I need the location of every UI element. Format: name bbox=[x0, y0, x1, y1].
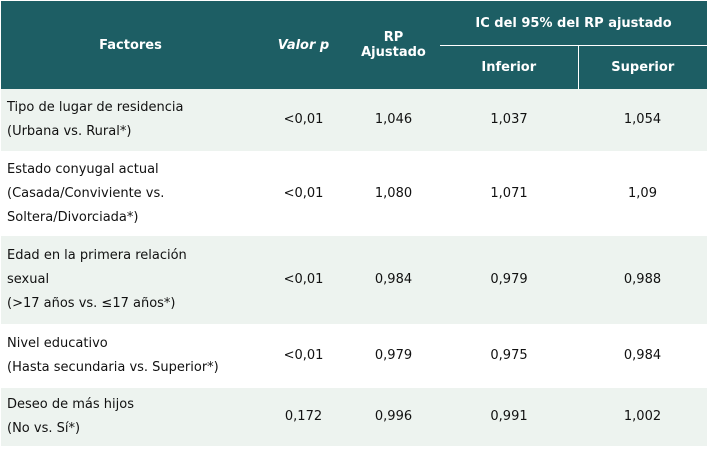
header-ic: IC del 95% del RP ajustado bbox=[440, 1, 708, 46]
factor-line: Tipo de lugar de residencia bbox=[7, 100, 184, 115]
cell-valor-p: <0,01 bbox=[260, 324, 347, 388]
header-rp-line1: RP bbox=[383, 30, 404, 45]
cell-superior: 0,988 bbox=[578, 236, 708, 324]
cell-rp: 1,080 bbox=[347, 151, 440, 236]
cell-valor-p: <0,01 bbox=[260, 151, 347, 236]
factor-line: Deseo de más hijos bbox=[7, 397, 134, 412]
header-factores: Factores bbox=[1, 1, 260, 89]
cell-inferior: 0,991 bbox=[440, 388, 578, 446]
cell-inferior: 0,975 bbox=[440, 324, 578, 388]
factor-line: (Urbana vs. Rural*) bbox=[7, 124, 132, 139]
table-row: Estado conyugal actual (Casada/Convivien… bbox=[1, 151, 708, 236]
table-row: Tipo de lugar de residencia (Urbana vs. … bbox=[1, 89, 708, 151]
factor-line: (Casada/Conviviente vs. bbox=[7, 185, 165, 201]
cell-rp: 0,996 bbox=[347, 388, 440, 446]
header-superior: Superior bbox=[578, 45, 708, 89]
header-rp-line2: Ajustado bbox=[361, 45, 426, 60]
factor-line: sexual bbox=[7, 272, 50, 287]
cell-inferior: 0,979 bbox=[440, 236, 578, 324]
header-valor-p: Valor p bbox=[260, 1, 347, 89]
table-header: Factores Valor p RP Ajustado IC del 95% … bbox=[1, 1, 708, 89]
factor-line: Edad en la primera relación bbox=[7, 248, 187, 263]
row-factor: Nivel educativo (Hasta secundaria vs. Su… bbox=[1, 324, 260, 388]
header-inferior: Inferior bbox=[440, 45, 579, 89]
factor-line: Soltera/Divorciada*) bbox=[7, 209, 139, 225]
factor-line: (>17 años vs. ≤17 años*) bbox=[7, 296, 176, 311]
row-factor: Deseo de más hijos (No vs. Sí*) bbox=[1, 388, 260, 446]
factor-line: Estado conyugal actual bbox=[7, 161, 159, 177]
factor-line: Nivel educativo bbox=[7, 336, 108, 351]
cell-superior: 1,09 bbox=[578, 151, 708, 236]
cell-inferior: 1,071 bbox=[440, 151, 578, 236]
row-factor: Edad en la primera relación sexual (>17 … bbox=[1, 236, 260, 324]
results-table: Factores Valor p RP Ajustado IC del 95% … bbox=[1, 1, 708, 446]
table-row: Edad en la primera relación sexual (>17 … bbox=[1, 236, 708, 324]
cell-inferior: 1,037 bbox=[440, 89, 578, 151]
cell-rp: 1,046 bbox=[347, 89, 440, 151]
cell-valor-p: <0,01 bbox=[260, 236, 347, 324]
cell-rp: 0,984 bbox=[347, 236, 440, 324]
table-body: Tipo de lugar de residencia (Urbana vs. … bbox=[1, 89, 708, 446]
header-rp-ajustado: RP Ajustado bbox=[347, 1, 440, 89]
cell-rp: 0,979 bbox=[347, 324, 440, 388]
factor-line: (No vs. Sí*) bbox=[7, 421, 81, 436]
cell-superior: 1,054 bbox=[578, 89, 708, 151]
row-factor: Estado conyugal actual (Casada/Convivien… bbox=[1, 151, 260, 236]
cell-superior: 0,984 bbox=[578, 324, 708, 388]
cell-valor-p: 0,172 bbox=[260, 388, 347, 446]
cell-superior: 1,002 bbox=[578, 388, 708, 446]
table-row: Nivel educativo (Hasta secundaria vs. Su… bbox=[1, 324, 708, 388]
row-factor: Tipo de lugar de residencia (Urbana vs. … bbox=[1, 89, 260, 151]
factor-line: (Hasta secundaria vs. Superior*) bbox=[7, 360, 219, 375]
cell-valor-p: <0,01 bbox=[260, 89, 347, 151]
table-row: Deseo de más hijos (No vs. Sí*) 0,172 0,… bbox=[1, 388, 708, 446]
